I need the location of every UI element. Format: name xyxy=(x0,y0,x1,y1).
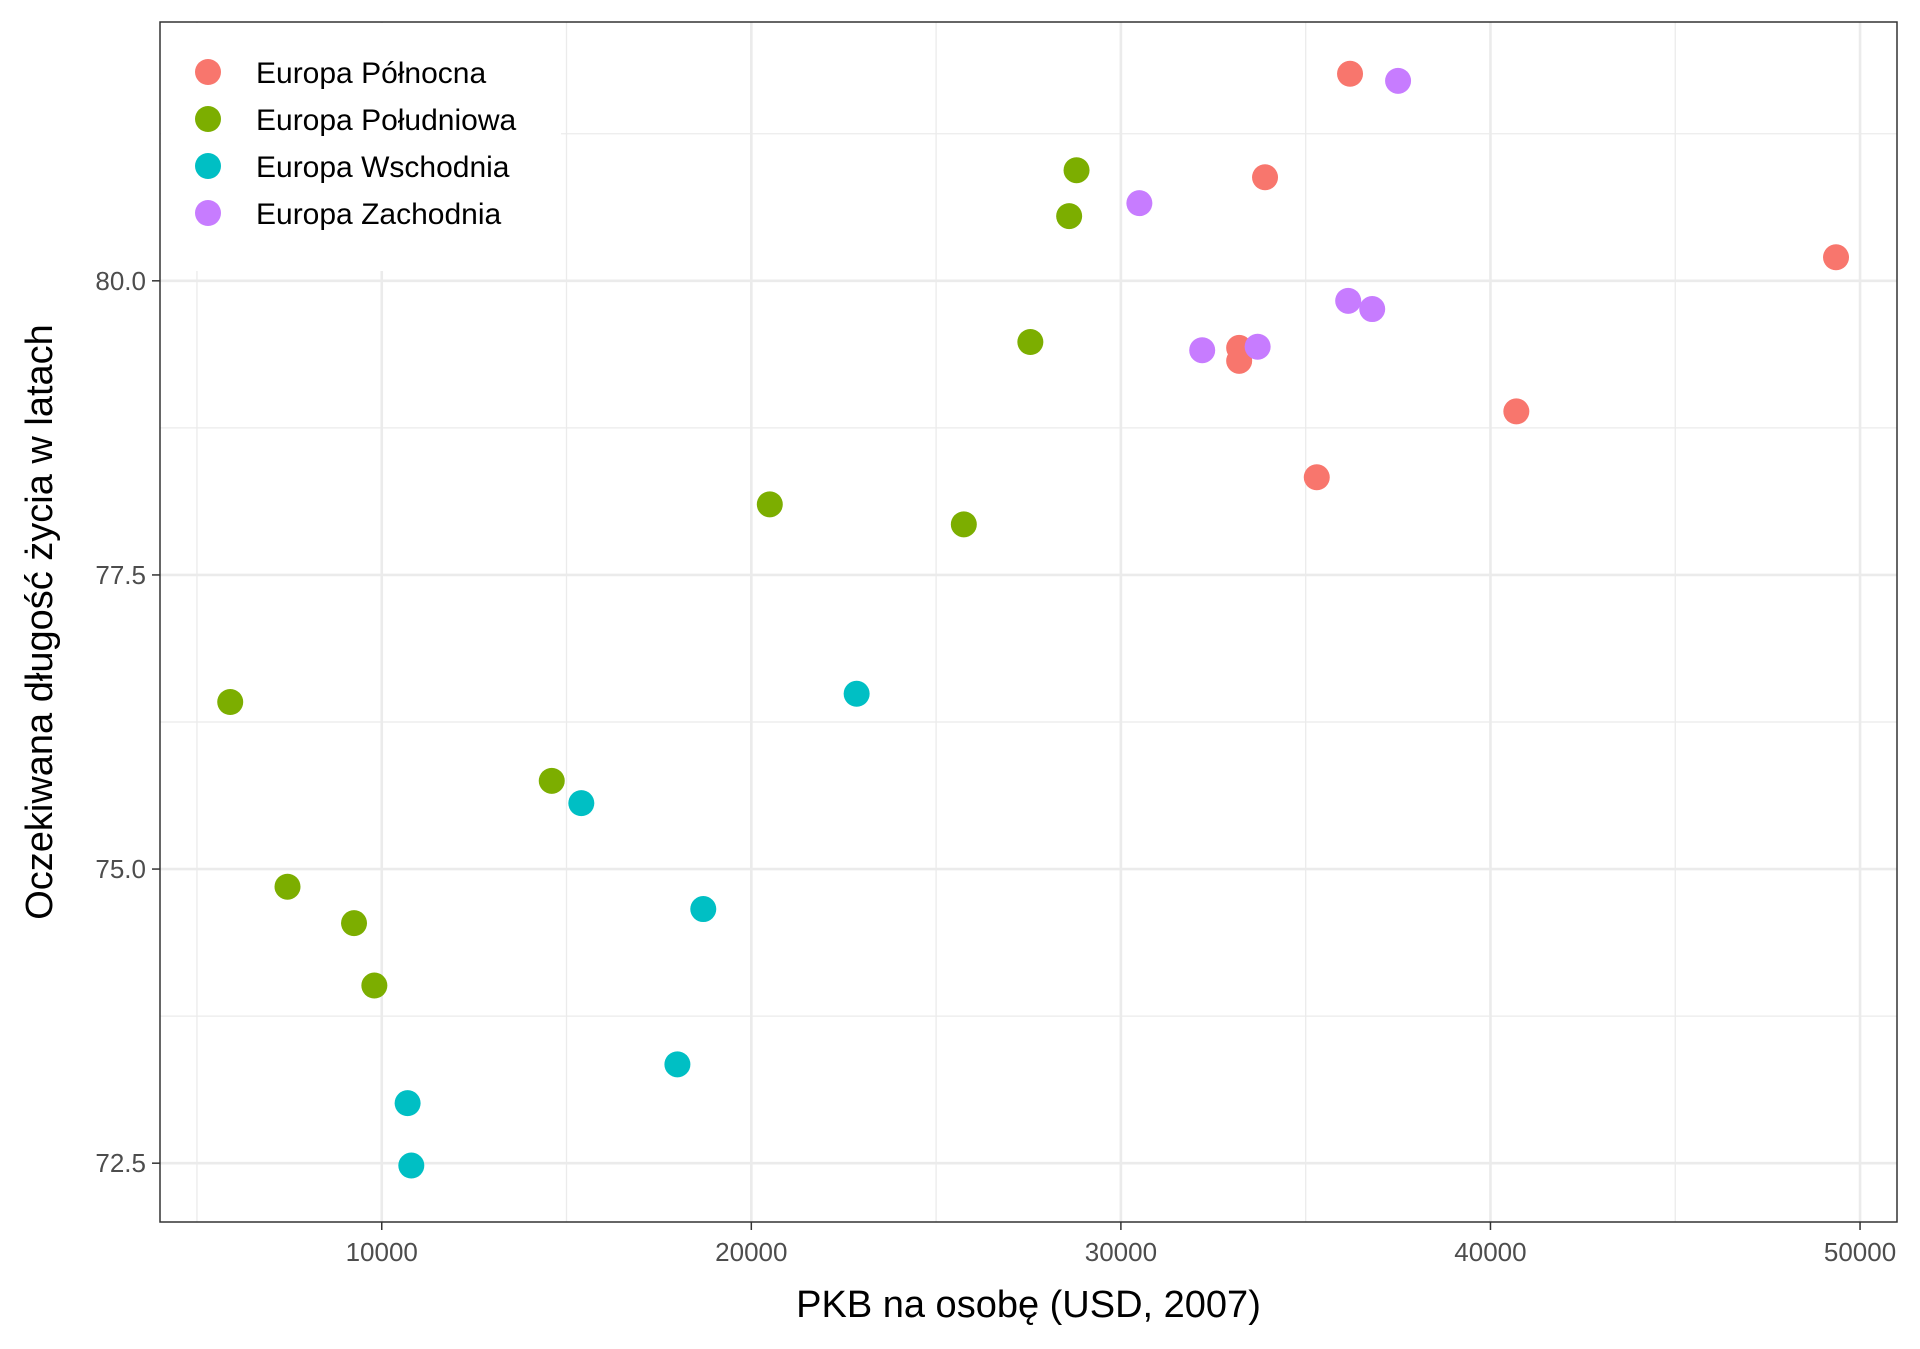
legend-label: Europa Północna xyxy=(256,57,486,90)
data-points xyxy=(217,60,1850,1179)
legend-label: Europa Wschodnia xyxy=(256,151,510,184)
y-axis-title: Oczekiwana długość życia w latach xyxy=(19,324,61,920)
major-gridlines xyxy=(160,22,1897,1222)
data-point xyxy=(1823,244,1850,271)
data-point xyxy=(1244,333,1271,360)
data-point xyxy=(1385,67,1412,94)
x-tick-label: 10000 xyxy=(346,1237,418,1267)
y-tick-label: 75.0 xyxy=(95,854,146,884)
data-point xyxy=(394,1090,421,1117)
data-point xyxy=(1017,329,1044,355)
data-point xyxy=(1303,464,1330,491)
y-tick-label: 72.5 xyxy=(95,1148,146,1178)
legend-label: Europa Południowa xyxy=(256,104,517,137)
data-point xyxy=(398,1152,425,1179)
legend-key xyxy=(195,59,221,85)
legend-key xyxy=(195,106,221,132)
legend-background xyxy=(161,23,561,271)
data-point xyxy=(1126,190,1153,217)
data-point xyxy=(1063,157,1090,184)
x-tick-label: 50000 xyxy=(1824,1237,1896,1267)
legend-label: Europa Zachodnia xyxy=(256,198,501,231)
data-point xyxy=(568,790,595,817)
legend-key xyxy=(195,153,221,179)
data-point xyxy=(538,767,565,794)
data-point xyxy=(690,896,717,923)
y-tick-label: 77.5 xyxy=(95,560,146,590)
data-point xyxy=(1503,398,1530,425)
data-point xyxy=(361,972,388,999)
x-tick-label: 40000 xyxy=(1454,1237,1526,1267)
data-point xyxy=(1359,296,1386,323)
data-point xyxy=(1056,203,1083,230)
data-point xyxy=(1189,337,1216,364)
data-point xyxy=(274,873,301,900)
data-point xyxy=(1226,347,1253,374)
x-axis-title: PKB na osobę (USD, 2007) xyxy=(796,1284,1261,1326)
x-axis-ticks: 10000 20000 30000 40000 50000 xyxy=(346,1222,1896,1267)
y-axis-ticks: 72.5 75.0 77.5 80.0 xyxy=(95,266,160,1178)
legend-key xyxy=(195,200,221,226)
data-point xyxy=(1252,164,1279,191)
data-point xyxy=(1337,60,1364,87)
data-point xyxy=(843,680,870,707)
y-tick-label: 80.0 xyxy=(95,266,146,296)
data-point xyxy=(664,1051,691,1078)
x-tick-label: 20000 xyxy=(715,1237,787,1267)
data-point xyxy=(1335,287,1362,314)
x-tick-label: 30000 xyxy=(1085,1237,1157,1267)
plot-panel-border xyxy=(159,21,1898,1223)
data-point xyxy=(756,491,783,518)
data-point xyxy=(217,689,244,715)
data-point xyxy=(341,910,368,937)
data-point xyxy=(950,511,977,538)
legend: Europa Północna Europa Południowa Europa W… xyxy=(161,23,561,271)
